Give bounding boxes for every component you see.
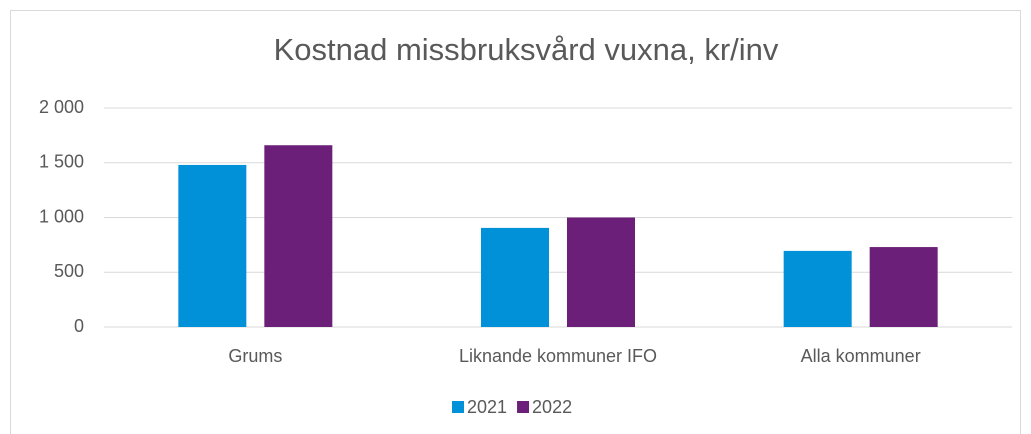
y-tick-label: 1 000: [39, 206, 84, 226]
legend-label: 2022: [532, 397, 572, 417]
bar: [264, 145, 333, 327]
x-tick-label: Alla kommuner: [801, 346, 921, 366]
bar: [567, 217, 635, 327]
bar: [783, 250, 852, 327]
y-tick-label: 0: [74, 316, 84, 336]
legend-label: 2021: [467, 397, 507, 417]
chart-frame: [10, 10, 1021, 434]
bar: [481, 227, 549, 327]
y-tick-label: 1 500: [39, 152, 84, 172]
x-tick-label: Liknande kommuner IFO: [459, 346, 657, 366]
x-tick-label: Grums: [228, 346, 282, 366]
legend-swatch: [452, 401, 464, 413]
legend-swatch: [517, 401, 530, 413]
chart-title: Kostnad missbruksvård vuxna, kr/inv: [274, 32, 779, 67]
y-tick-label: 2 000: [39, 97, 84, 117]
bar: [869, 247, 938, 327]
bar: [178, 164, 247, 327]
y-tick-label: 500: [54, 261, 84, 281]
